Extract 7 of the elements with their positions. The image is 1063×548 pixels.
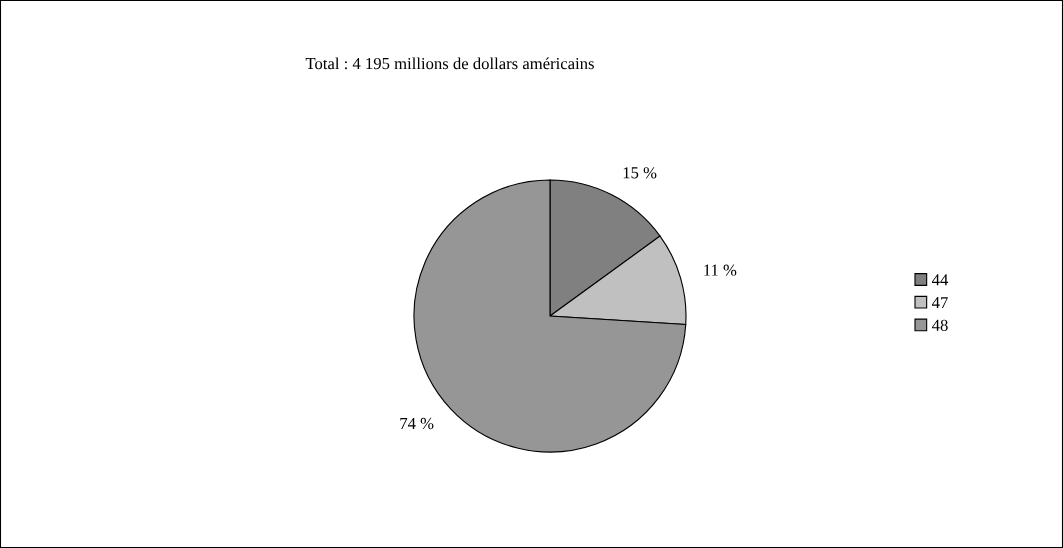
data-label: 11 % xyxy=(704,264,737,276)
legend-label: 48 xyxy=(931,319,948,331)
data-label: 74 % xyxy=(400,417,434,430)
legend-label: 44 xyxy=(931,274,949,286)
chart-title: Total : 4 195 millions de dollars américains xyxy=(305,57,594,70)
data-label: 15 % xyxy=(623,167,657,179)
legend-label: 47 xyxy=(931,297,948,309)
